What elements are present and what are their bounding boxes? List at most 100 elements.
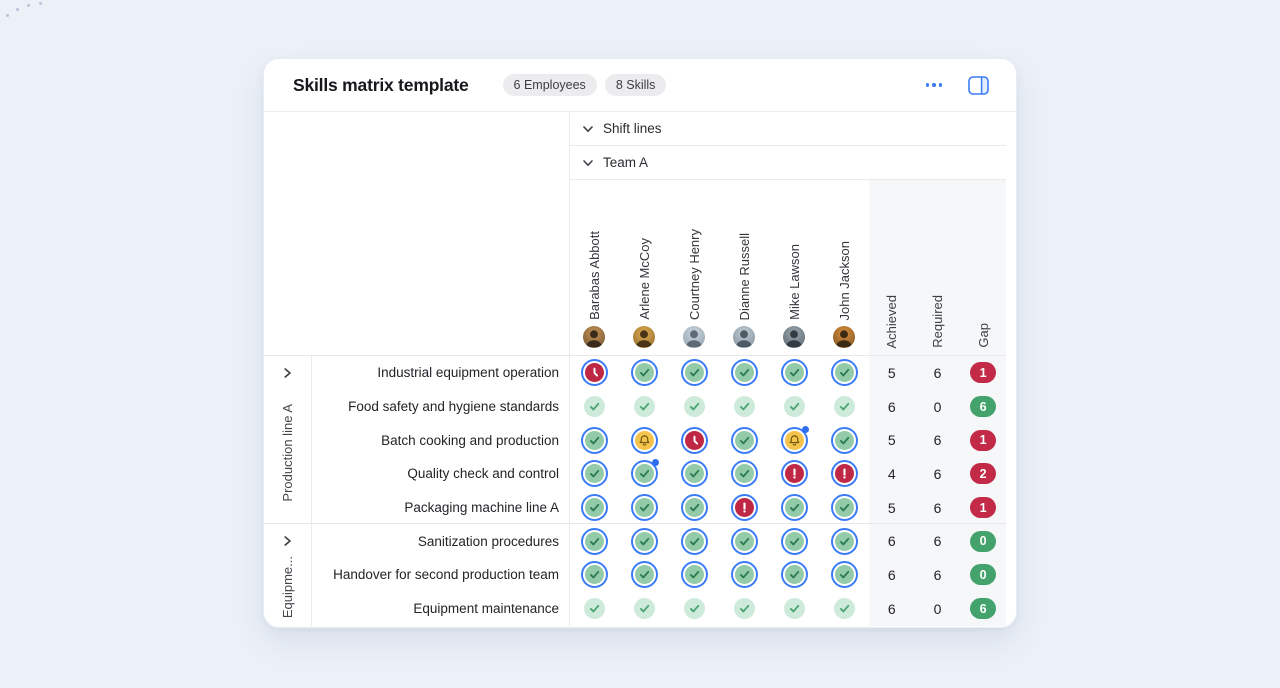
status-cell[interactable] — [669, 457, 719, 491]
header-divider — [264, 355, 1006, 356]
status-cell[interactable] — [769, 356, 819, 390]
check-status-icon — [780, 527, 808, 555]
person-column-header[interactable]: Mike Lawson — [769, 180, 819, 356]
status-cell[interactable] — [819, 558, 869, 592]
check-icon — [639, 571, 649, 579]
status-cell[interactable] — [719, 457, 769, 491]
check-status-icon — [833, 396, 855, 418]
avatar — [783, 326, 805, 348]
status-cell[interactable] — [719, 423, 769, 457]
status-cell[interactable] — [769, 457, 819, 491]
check-icon — [689, 369, 699, 377]
status-cell[interactable] — [619, 491, 669, 525]
person-column-header[interactable]: Barabas Abbott — [569, 180, 619, 356]
status-cell[interactable] — [719, 558, 769, 592]
person-column-header[interactable]: Dianne Russell — [719, 180, 769, 356]
gap-cell: 6 — [960, 390, 1006, 424]
status-cell[interactable] — [619, 592, 669, 626]
expand-group-button[interactable] — [280, 533, 295, 549]
status-cell[interactable] — [719, 491, 769, 525]
person-column-header[interactable]: Courtney Henry — [669, 180, 719, 356]
status-cell[interactable] — [819, 423, 869, 457]
more-menu-button[interactable] — [924, 79, 945, 91]
status-cell[interactable] — [719, 524, 769, 558]
status-cell[interactable] — [619, 524, 669, 558]
check-icon — [589, 605, 599, 613]
check-status-icon — [580, 561, 608, 589]
status-cell[interactable] — [819, 524, 869, 558]
gap-badge: 2 — [970, 463, 997, 485]
expand-group-button[interactable] — [280, 365, 295, 381]
status-cell[interactable] — [619, 356, 669, 390]
check-icon — [839, 571, 849, 579]
check-icon — [589, 402, 599, 411]
status-cell[interactable] — [669, 524, 719, 558]
bell-status-icon — [780, 425, 809, 454]
employee-name: Barabas Abbott — [586, 231, 602, 320]
matrix-left-divider — [569, 112, 570, 626]
check-icon — [689, 402, 699, 411]
alert-icon — [792, 468, 796, 479]
status-cell[interactable] — [669, 558, 719, 592]
status-cell[interactable] — [669, 491, 719, 525]
gap-badge: 0 — [970, 564, 997, 586]
status-cell[interactable] — [569, 390, 619, 424]
status-cell[interactable] — [719, 592, 769, 626]
status-cell[interactable] — [769, 423, 819, 457]
skill-row-label: Food safety and hygiene standards — [348, 399, 559, 415]
status-cell[interactable] — [619, 457, 669, 491]
status-cell[interactable] — [569, 356, 619, 390]
check-icon — [639, 369, 649, 377]
status-cell[interactable] — [669, 356, 719, 390]
status-cell[interactable] — [569, 524, 619, 558]
gap-cell: 6 — [960, 592, 1006, 626]
status-cell[interactable] — [769, 558, 819, 592]
status-cell[interactable] — [819, 491, 869, 525]
status-cell[interactable] — [569, 491, 619, 525]
check-status-icon — [630, 561, 658, 589]
skills-matrix-card: Skills matrix template 6 Employees 8 Ski… — [263, 58, 1017, 628]
status-cell[interactable] — [669, 592, 719, 626]
check-status-icon — [833, 598, 855, 620]
achieved-value: 6 — [887, 398, 896, 415]
chevron-down-icon — [583, 159, 593, 166]
status-cell[interactable] — [569, 558, 619, 592]
status-cell[interactable] — [669, 423, 719, 457]
status-cell[interactable] — [819, 390, 869, 424]
status-cell[interactable] — [619, 390, 669, 424]
status-cell[interactable] — [819, 457, 869, 491]
person-column-header[interactable]: John Jackson — [819, 180, 869, 356]
check-status-icon — [580, 426, 608, 454]
status-cell[interactable] — [819, 356, 869, 390]
status-cell[interactable] — [769, 390, 819, 424]
gap-column-header: Gap — [975, 323, 991, 348]
status-cell[interactable] — [619, 558, 669, 592]
stats-row: 4 6 2 — [869, 457, 1006, 491]
status-cell[interactable] — [669, 390, 719, 424]
employee-name: Courtney Henry — [686, 228, 702, 320]
check-icon — [639, 470, 649, 478]
split-view-button[interactable] — [968, 75, 989, 95]
check-icon — [739, 470, 749, 478]
gap-badge: 1 — [970, 362, 997, 384]
status-cell[interactable] — [819, 592, 869, 626]
bell-status-icon — [630, 426, 658, 454]
section-row-shift-lines[interactable]: Shift lines — [569, 112, 1006, 146]
status-cell[interactable] — [619, 423, 669, 457]
status-cell[interactable] — [719, 390, 769, 424]
status-cell[interactable] — [569, 457, 619, 491]
status-cell[interactable] — [769, 524, 819, 558]
section-row-team-a[interactable]: Team A — [569, 146, 1006, 180]
status-cell[interactable] — [769, 491, 819, 525]
avatar — [683, 326, 705, 348]
status-cell[interactable] — [769, 592, 819, 626]
status-cell[interactable] — [719, 356, 769, 390]
status-cell[interactable] — [569, 423, 619, 457]
status-cell[interactable] — [569, 592, 619, 626]
gap-badge: 0 — [970, 530, 997, 552]
check-status-icon — [730, 426, 758, 454]
split-view-icon — [968, 75, 989, 95]
gap-cell: 2 — [960, 457, 1006, 491]
person-column-header[interactable]: Arlene McCoy — [619, 180, 669, 356]
achieved-value: 5 — [887, 499, 896, 516]
